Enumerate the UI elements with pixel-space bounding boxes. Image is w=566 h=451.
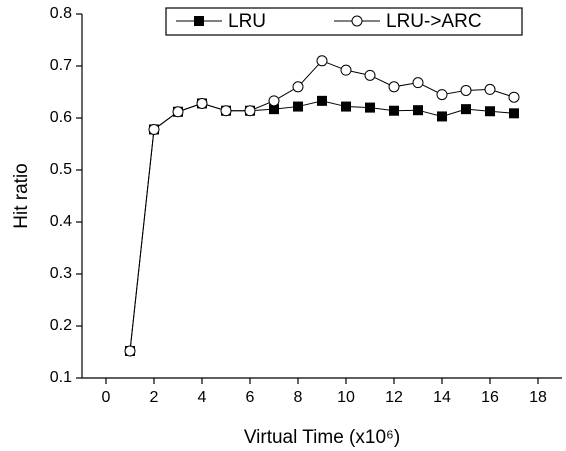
marker <box>437 111 447 122</box>
marker <box>508 91 520 103</box>
y-axis-label: Hit ratio <box>11 163 32 228</box>
x-tick-label: 0 <box>102 389 111 406</box>
marker <box>124 345 136 357</box>
marker <box>389 105 399 116</box>
marker <box>484 83 496 95</box>
marker <box>244 105 256 117</box>
x-tick-label: 12 <box>385 389 403 406</box>
marker <box>341 101 351 112</box>
marker <box>509 108 519 119</box>
legend: LRU LRU->ARC <box>165 7 523 36</box>
x-tick-label: 4 <box>198 389 207 406</box>
marker <box>461 104 471 115</box>
x-tick-label: 18 <box>529 389 547 406</box>
marker <box>388 81 400 93</box>
marker <box>268 95 280 107</box>
marker <box>340 64 352 76</box>
y-tick-label: 0.6 <box>50 109 72 126</box>
y-tick-label: 0.5 <box>50 161 72 178</box>
y-tick-label: 0.3 <box>50 265 72 282</box>
x-tick-label: 16 <box>481 389 499 406</box>
marker <box>269 104 279 115</box>
marker <box>172 106 184 118</box>
x-tick-label: 6 <box>246 389 255 406</box>
x-axis-label: Virtual Time (x10⁶) <box>244 427 400 448</box>
marker <box>436 89 448 101</box>
series-line <box>129 100 515 352</box>
x-tick-label: 10 <box>337 389 355 406</box>
marker <box>317 95 327 106</box>
marker <box>364 69 376 81</box>
marker <box>460 84 472 96</box>
y-tick-label: 0.7 <box>50 57 72 74</box>
marker <box>412 77 424 89</box>
y-tick-label: 0.1 <box>50 369 72 386</box>
marker <box>293 101 303 112</box>
y-tick-label: 0.4 <box>50 213 72 230</box>
marker <box>148 123 160 135</box>
marker <box>316 55 328 67</box>
legend-label: LRU->ARC <box>386 11 482 32</box>
x-tick-label: 14 <box>433 389 451 406</box>
marker <box>292 81 304 93</box>
legend-marker <box>194 16 204 26</box>
marker <box>365 102 375 113</box>
x-tick-label: 8 <box>294 389 303 406</box>
y-tick-label: 0.8 <box>50 5 72 22</box>
marker <box>220 105 232 117</box>
marker <box>485 106 495 117</box>
legend-marker <box>351 15 363 27</box>
legend-label: LRU <box>228 11 266 32</box>
marker <box>196 97 208 109</box>
marker <box>413 105 423 116</box>
x-tick-label: 2 <box>150 389 159 406</box>
y-tick-label: 0.2 <box>50 317 72 334</box>
